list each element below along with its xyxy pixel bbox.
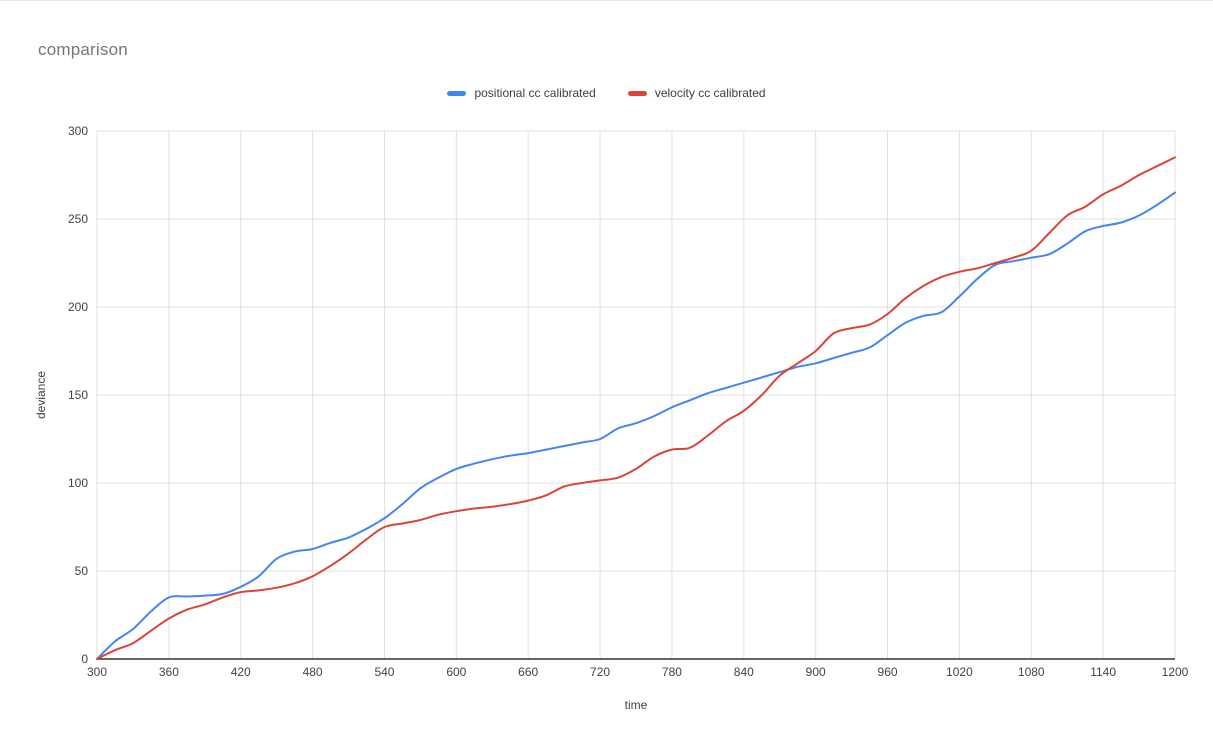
x-tick-label: 1200 bbox=[1162, 665, 1189, 679]
x-tick-label: 420 bbox=[231, 665, 251, 679]
chart-title: comparison bbox=[38, 40, 128, 59]
window-top-edge bbox=[0, 0, 1213, 1]
y-tick-label: 300 bbox=[68, 124, 88, 138]
legend-label: velocity cc calibrated bbox=[654, 86, 766, 100]
y-tick-label: 250 bbox=[68, 212, 88, 226]
y-tick-label: 0 bbox=[81, 652, 88, 666]
legend-swatch-red bbox=[627, 90, 647, 96]
x-axis-title: time bbox=[624, 698, 648, 712]
x-tick-label: 1020 bbox=[946, 665, 973, 679]
y-tick-label: 50 bbox=[75, 564, 89, 578]
x-tick-label: 600 bbox=[446, 665, 466, 679]
x-tick-label: 660 bbox=[518, 665, 538, 679]
series-line-velocity bbox=[96, 156, 1176, 660]
x-tick-label: 360 bbox=[159, 665, 179, 679]
legend-swatch-blue bbox=[447, 90, 467, 96]
x-tick-label: 1080 bbox=[1018, 665, 1045, 679]
x-tick-label: 480 bbox=[303, 665, 323, 679]
y-tick-label: 200 bbox=[68, 300, 88, 314]
legend-label: positional cc calibrated bbox=[474, 86, 596, 100]
legend-item-positional: positional cc calibrated bbox=[447, 86, 596, 100]
y-tick-label: 100 bbox=[68, 476, 88, 490]
x-tick-label: 840 bbox=[734, 665, 754, 679]
chart-legend: positional cc calibrated velocity cc cal… bbox=[0, 86, 1213, 100]
x-tick-label: 780 bbox=[662, 665, 682, 679]
x-tick-label: 1140 bbox=[1090, 665, 1116, 679]
x-tick-label: 720 bbox=[590, 665, 610, 679]
y-tick-label: 150 bbox=[68, 388, 88, 402]
x-tick-label: 960 bbox=[878, 665, 898, 679]
legend-item-velocity: velocity cc calibrated bbox=[627, 86, 766, 100]
x-tick-label: 900 bbox=[806, 665, 826, 679]
y-axis-title: deviance bbox=[34, 370, 48, 420]
series-line-positional bbox=[96, 191, 1176, 660]
x-tick-label: 540 bbox=[374, 665, 394, 679]
x-tick-label: 300 bbox=[87, 665, 107, 679]
